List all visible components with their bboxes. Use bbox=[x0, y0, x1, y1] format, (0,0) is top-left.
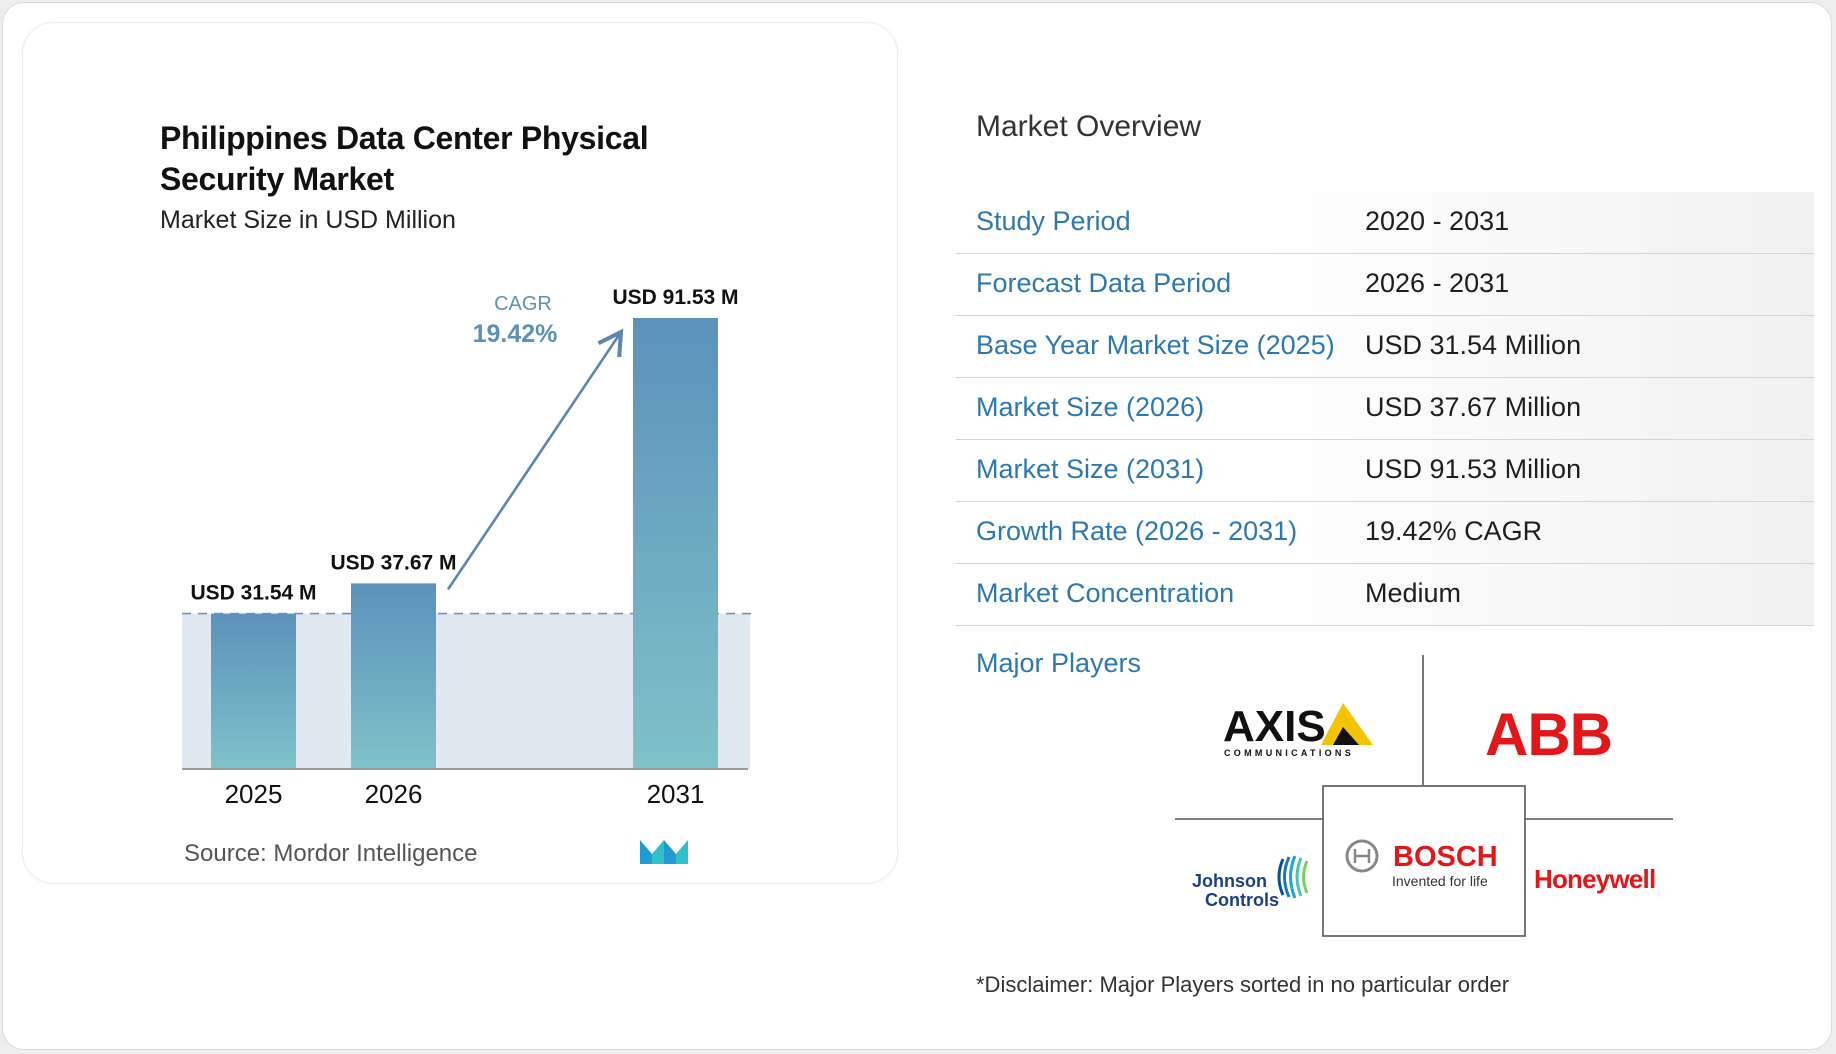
x-tick-label-2031: 2031 bbox=[647, 779, 705, 809]
honeywell-logo: Honeywell bbox=[1534, 864, 1655, 894]
bosch-logo: BOSCH Invented for life bbox=[1345, 839, 1498, 889]
johnson-controls-logo: Johnson Controls bbox=[1192, 855, 1309, 910]
row-value: 2020 - 2031 bbox=[1365, 206, 1510, 236]
x-tick-label-2025: 2025 bbox=[225, 779, 283, 809]
row-label: Study Period bbox=[976, 206, 1131, 236]
bosch-logo-subtext: Invented for life bbox=[1392, 873, 1488, 889]
overview-row-size-2031: Market Size (2031) USD 91.53 Million bbox=[956, 440, 1814, 502]
mordor-logo-icon bbox=[640, 840, 688, 864]
source-note: Source: Mordor Intelligence bbox=[184, 840, 478, 868]
source-value: Mordor Intelligence bbox=[273, 840, 478, 867]
row-value: 2026 - 2031 bbox=[1365, 268, 1510, 298]
overview-row-growth-rate: Growth Rate (2026 - 2031) 19.42% CAGR bbox=[956, 502, 1814, 564]
data-label-2031: USD 91.53 M bbox=[612, 286, 738, 309]
bosch-logo-text: BOSCH bbox=[1393, 841, 1498, 873]
logo-center-box bbox=[1322, 785, 1526, 937]
bar-chart: USD 31.54 M 2025 USD 37.67 M 2026 USD 91.53 … bbox=[182, 286, 752, 809]
axis-logo-subtext: COMMUNICATIONS bbox=[1224, 748, 1354, 758]
major-players-logos: AXIS COMMUNICATIONS ABB Johnson Controls… bbox=[1175, 655, 1673, 937]
axis-logo-text: AXIS bbox=[1223, 702, 1326, 751]
overview-table: Study Period 2020 - 2031 Forecast Data P… bbox=[956, 192, 1814, 626]
source-label: Source: bbox=[184, 840, 267, 867]
cagr-label: CAGR bbox=[494, 293, 552, 315]
bar-2025 bbox=[211, 613, 296, 769]
axis-triangle-icon bbox=[1321, 703, 1373, 745]
data-label-2026: USD 37.67 M bbox=[330, 551, 456, 574]
chart-subtitle: Market Size in USD Million bbox=[160, 206, 456, 234]
row-label: Market Concentration bbox=[976, 578, 1235, 608]
row-value: 19.42% CAGR bbox=[1365, 516, 1543, 546]
overview-title: Market Overview bbox=[976, 110, 1202, 143]
major-players-label: Major Players bbox=[976, 648, 1142, 678]
row-value: USD 37.67 Million bbox=[1365, 392, 1582, 422]
bosch-armature-icon bbox=[1345, 839, 1379, 873]
row-label: Forecast Data Period bbox=[976, 268, 1232, 298]
overview-row-concentration: Market Concentration Medium bbox=[956, 564, 1814, 626]
chart-title: Philippines Data Center Physical Securit… bbox=[160, 120, 649, 197]
data-label-2025: USD 31.54 M bbox=[190, 582, 316, 605]
row-label: Growth Rate (2026 - 2031) bbox=[976, 516, 1298, 546]
overview-row-size-2026: Market Size (2026) USD 37.67 Million bbox=[956, 378, 1814, 440]
row-value: USD 91.53 Million bbox=[1365, 454, 1582, 484]
x-tick-label-2026: 2026 bbox=[365, 779, 423, 809]
bar-2026 bbox=[351, 583, 436, 769]
bar-2031 bbox=[633, 318, 718, 769]
row-label: Market Size (2031) bbox=[976, 454, 1205, 484]
cagr-value: 19.42% bbox=[473, 320, 558, 348]
cagr-arrow bbox=[446, 328, 624, 591]
abb-logo: ABB bbox=[1485, 701, 1612, 768]
row-label: Base Year Market Size (2025) bbox=[976, 330, 1335, 360]
johnson-logo-line1: Johnson bbox=[1192, 871, 1267, 891]
johnson-logo-line2: Controls bbox=[1205, 890, 1279, 910]
disclaimer-note: *Disclaimer: Major Players sorted in no … bbox=[976, 972, 1510, 997]
overview-row-study-period: Study Period 2020 - 2031 bbox=[956, 192, 1814, 254]
row-value: USD 31.54 Million bbox=[1365, 330, 1582, 360]
overview-row-base-year-size: Base Year Market Size (2025) USD 31.54 M… bbox=[956, 316, 1814, 378]
overview-row-forecast-period: Forecast Data Period 2026 - 2031 bbox=[956, 254, 1814, 316]
johnson-wave-icon bbox=[1277, 855, 1309, 899]
axis-logo: AXIS COMMUNICATIONS bbox=[1223, 702, 1373, 758]
row-label: Market Size (2026) bbox=[976, 392, 1205, 422]
row-value: Medium bbox=[1365, 578, 1462, 608]
